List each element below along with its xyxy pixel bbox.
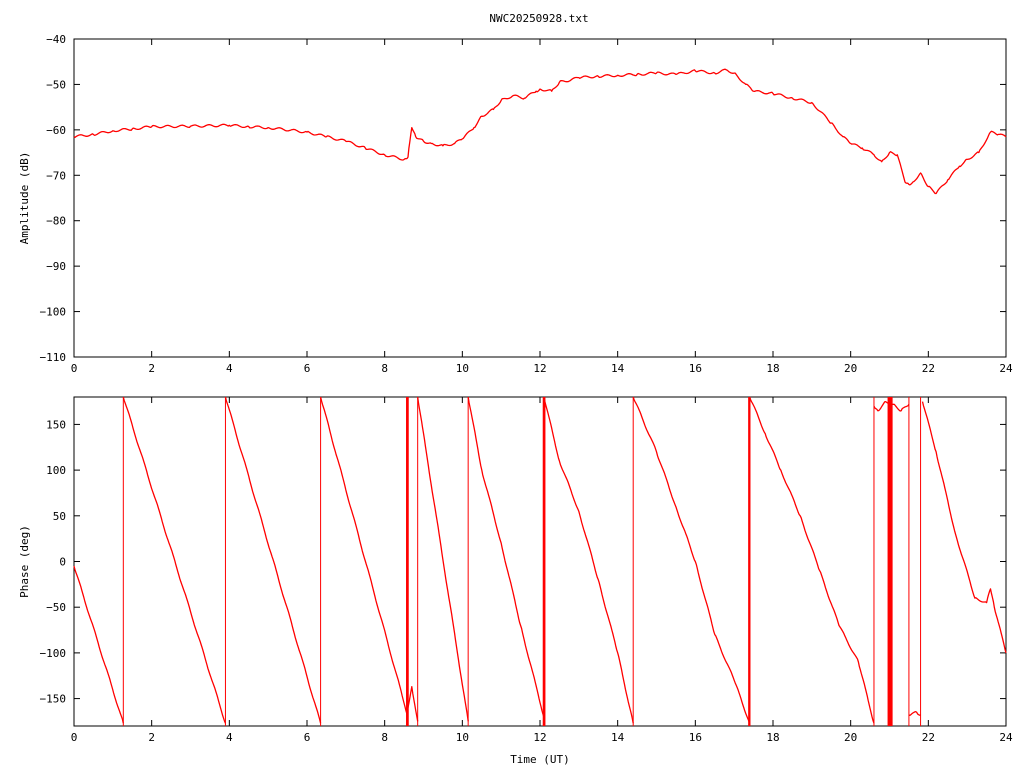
phase-x-tick-label: 4 — [226, 731, 233, 744]
amplitude-y-tick-label: −60 — [46, 124, 66, 137]
phase-y-tick-label: 150 — [46, 418, 66, 431]
amplitude-x-tick-label: 18 — [766, 362, 779, 375]
amplitude-x-tick-label: 22 — [922, 362, 935, 375]
amplitude-y-axis-label: Amplitude (dB) — [18, 152, 31, 245]
phase-x-tick-label: 24 — [999, 731, 1013, 744]
phase-y-tick-label: 50 — [53, 510, 66, 523]
amplitude-series-line-0 — [73, 68, 1007, 195]
phase-x-tick-label: 2 — [148, 731, 155, 744]
amplitude-x-tick-label: 8 — [381, 362, 388, 375]
amplitude-x-tick-label: 2 — [148, 362, 155, 375]
phase-x-tick-label: 8 — [381, 731, 388, 744]
amplitude-y-tick-label: −80 — [46, 215, 66, 228]
amplitude-y-tick-label: −110 — [40, 351, 67, 364]
phase-series-marks — [73, 396, 1007, 726]
phase-series-line-7 — [543, 396, 634, 724]
amplitude-y-tick-label: −40 — [46, 33, 66, 46]
amplitude-series-marks — [73, 68, 1007, 195]
phase-series-line-10 — [873, 400, 910, 412]
phase-y-tick-label: 0 — [59, 556, 66, 569]
phase-x-tick-label: 0 — [71, 731, 78, 744]
amplitude-y-tick-label: −100 — [40, 306, 67, 319]
phase-phase-noise-band — [887, 397, 893, 726]
phase-x-tick-label: 14 — [611, 731, 625, 744]
phase-phase-noise-band — [406, 397, 409, 726]
amplitude-axis-ticks: 0 2 4 6 8 10 12 14 16 18 20 22 24−110−100−90−80−70−6… — [40, 33, 1013, 375]
amplitude-y-tick-label: −50 — [46, 78, 66, 91]
phase-series-line-3 — [319, 396, 409, 718]
phase-series-line-6 — [467, 396, 545, 718]
amplitude-x-tick-label: 16 — [689, 362, 702, 375]
phase-x-tick-label: 16 — [689, 731, 702, 744]
phase-y-tick-label: −150 — [40, 693, 67, 706]
phase-x-tick-label: 10 — [456, 731, 469, 744]
phase-series-line-11 — [908, 710, 921, 717]
amplitude-x-tick-label: 6 — [304, 362, 311, 375]
chart-title: NWC20250928.txt — [489, 12, 588, 25]
amplitude-x-tick-label: 20 — [844, 362, 857, 375]
phase-x-tick-label: 6 — [304, 731, 311, 744]
amplitude-y-tick-label: −70 — [46, 169, 66, 182]
amplitude-y-tick-label: −90 — [46, 260, 66, 273]
amplitude-x-tick-label: 4 — [226, 362, 233, 375]
amplitude-x-tick-label: 12 — [533, 362, 546, 375]
phase-x-tick-label: 12 — [533, 731, 546, 744]
phase-series-line-4 — [407, 686, 419, 722]
amplitude-panel: Amplitude (dB) 0 2 4 6 8 10 12 14 16 18 20 22 24−110… — [18, 33, 1013, 375]
amplitude-x-tick-label: 14 — [611, 362, 625, 375]
amplitude-x-tick-label: 10 — [456, 362, 469, 375]
phase-series-line-1 — [122, 396, 227, 724]
amplitude-x-tick-label: 0 — [71, 362, 78, 375]
amplitude-x-tick-label: 24 — [999, 362, 1013, 375]
phase-plot-frame — [73, 396, 1007, 727]
phase-y-tick-label: −50 — [46, 601, 66, 614]
phase-y-tick-label: 100 — [46, 464, 66, 477]
time-x-axis-label: Time (UT) — [510, 753, 570, 766]
phase-x-tick-label: 22 — [922, 731, 935, 744]
phase-series-line-0 — [73, 565, 124, 724]
phase-axis-ticks: 0 2 4 6 8 10 12 14 16 18 20 22 24−150−100−5005010015… — [40, 397, 1013, 744]
phase-series-line-2 — [224, 396, 322, 724]
phase-x-tick-label: 18 — [766, 731, 779, 744]
phase-y-axis-label: Phase (deg) — [18, 525, 31, 598]
phase-y-tick-label: −100 — [40, 647, 67, 660]
phase-series-line-5 — [417, 396, 469, 722]
phase-x-tick-label: 20 — [844, 731, 857, 744]
phase-series-line-12 — [921, 401, 1007, 654]
phase-panel: Phase (deg) Time (UT) 0 2 4 6 8 10 12 14 16 18 20 2… — [18, 396, 1013, 766]
amplitude-plot-frame — [73, 38, 1007, 358]
phase-series-line-8 — [632, 396, 751, 724]
phase-series-line-9 — [749, 396, 875, 724]
